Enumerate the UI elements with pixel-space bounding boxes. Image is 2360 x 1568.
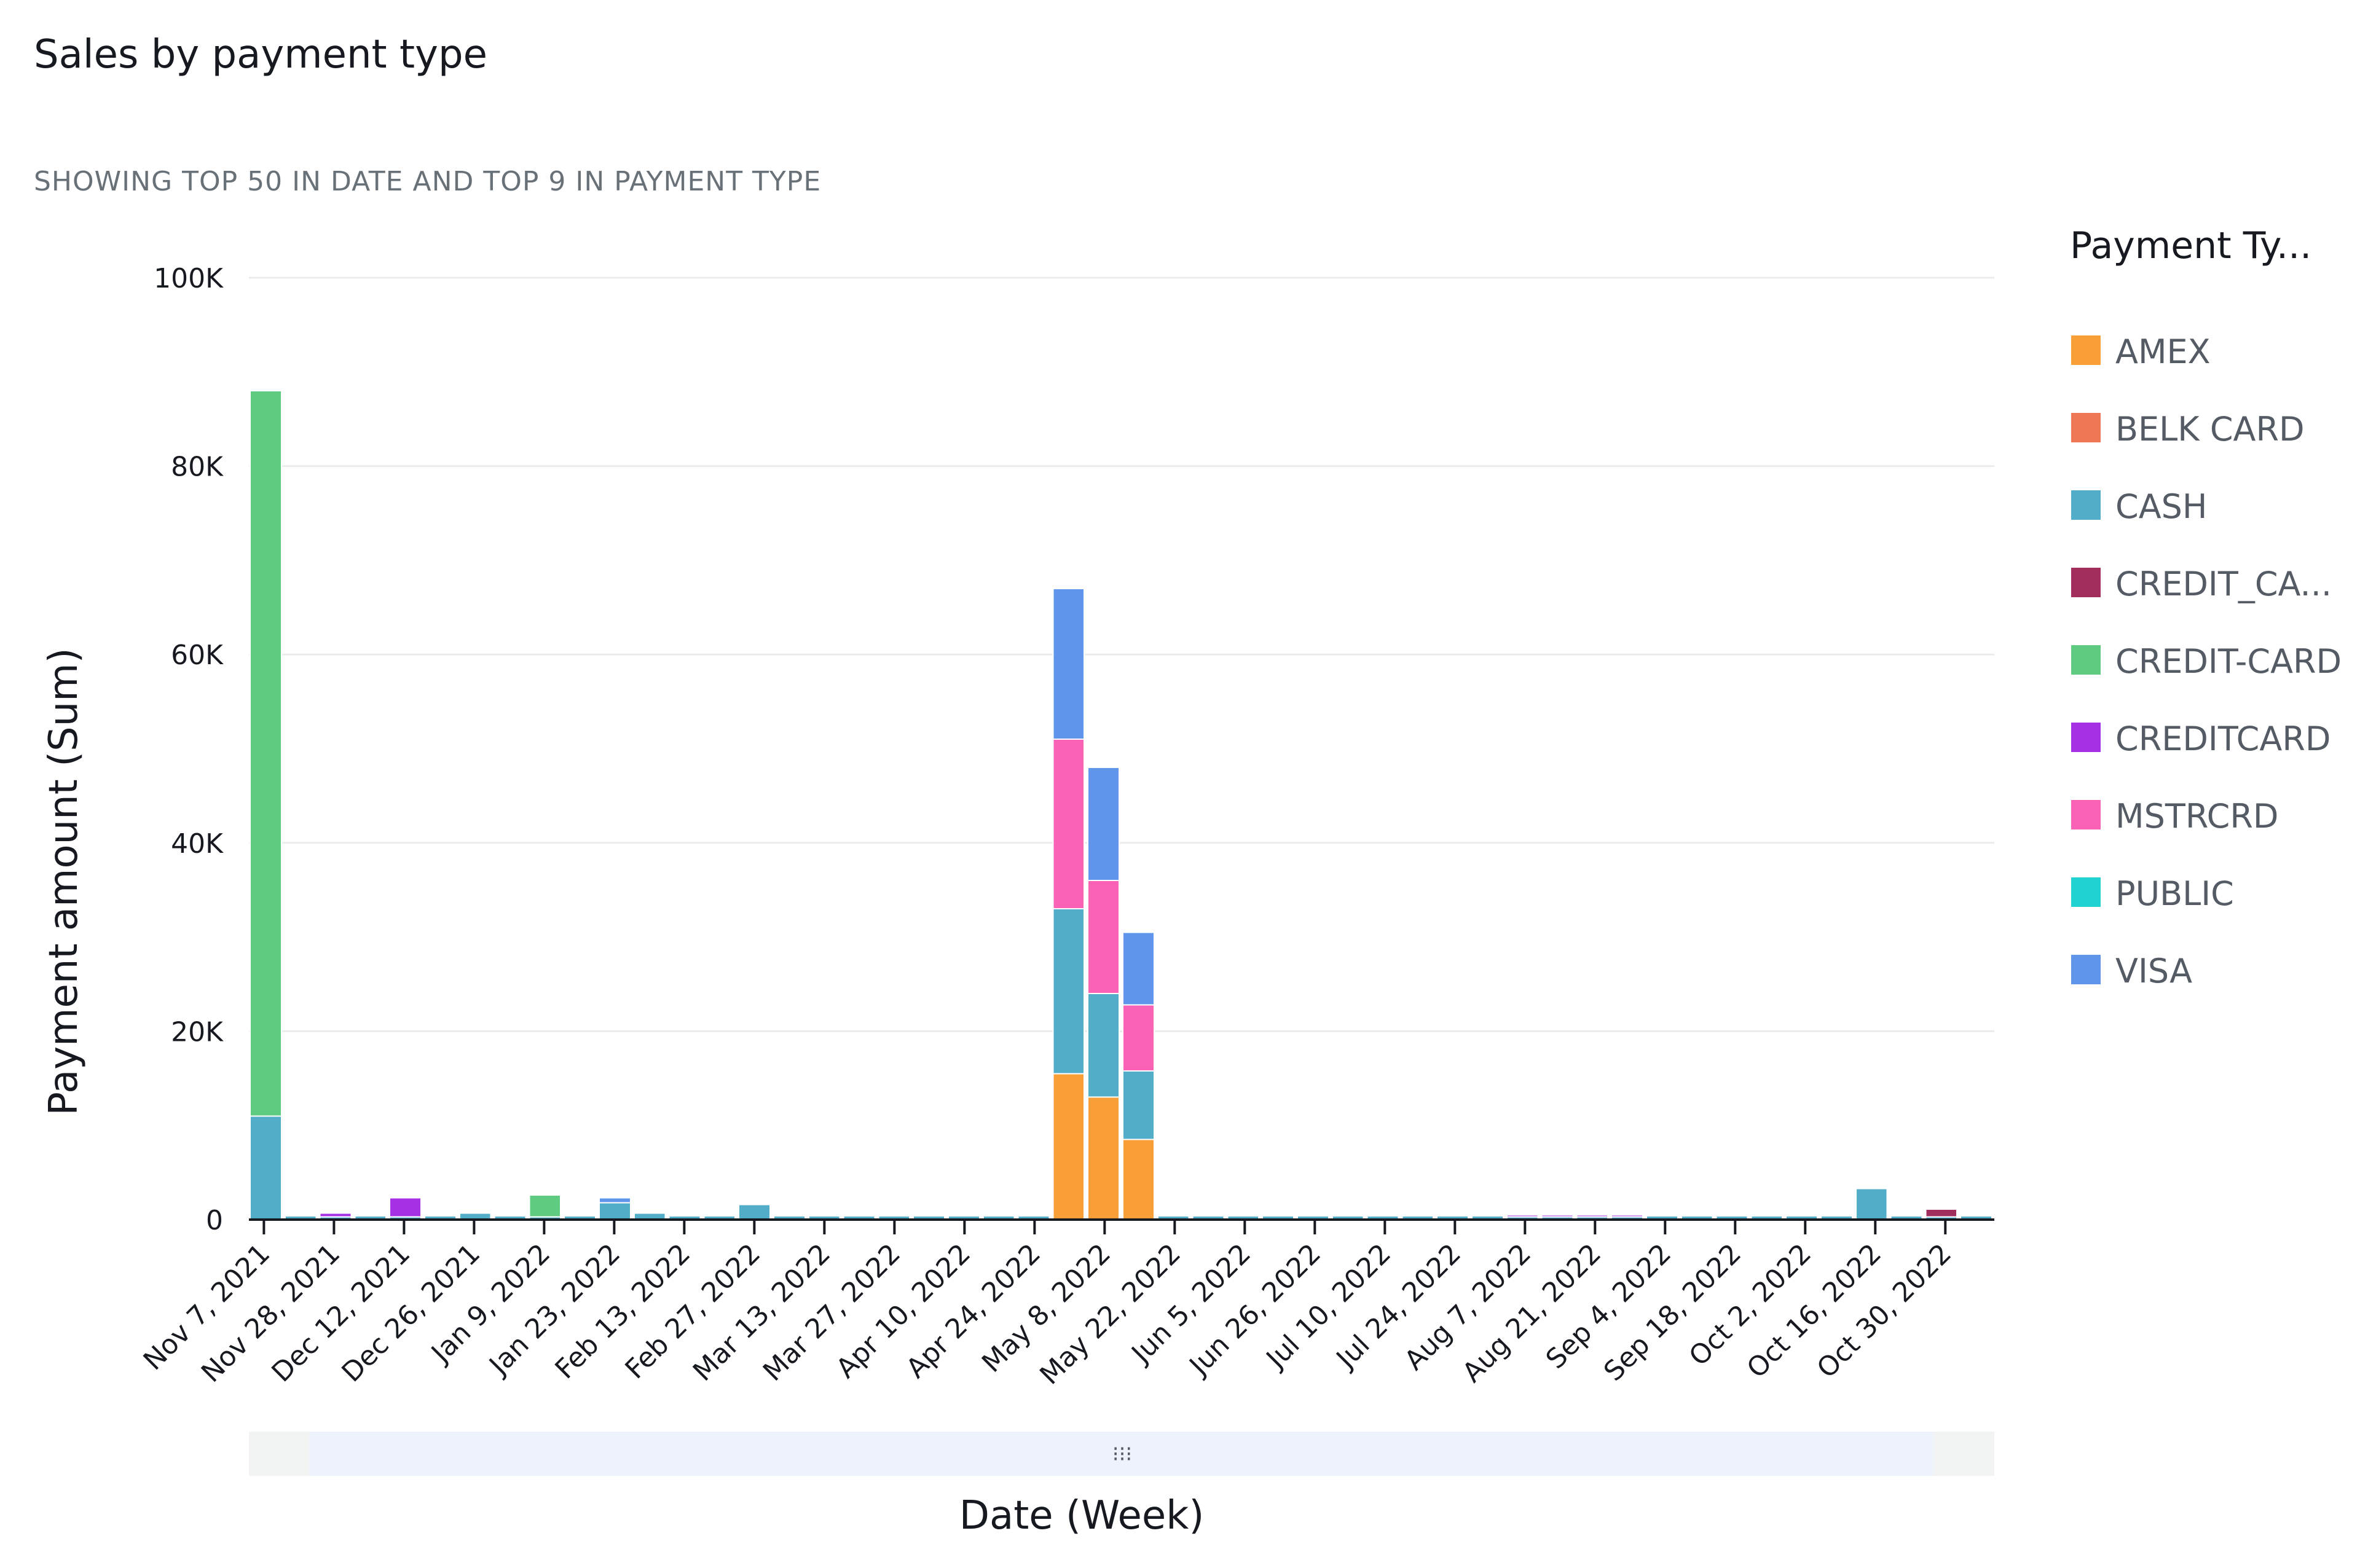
bar-segment[interactable] xyxy=(1052,739,1085,910)
bar-segment[interactable] xyxy=(1506,1214,1539,1218)
scrollbar-right-handle[interactable] xyxy=(1934,1432,1994,1476)
legend-label[interactable]: CASH xyxy=(2115,487,2208,526)
legend-title: Payment Ty... xyxy=(2070,224,2311,267)
legend-label[interactable]: CREDITCARD xyxy=(2115,719,2330,758)
bar-segment[interactable] xyxy=(599,1202,631,1221)
bar-segment[interactable] xyxy=(1122,1004,1155,1072)
legend[interactable]: AMEX BELK CARD CASH CREDIT_CA... CREDIT-CARD… xyxy=(2071,332,2342,990)
legend-label[interactable]: PUBLIC xyxy=(2115,874,2234,913)
legend-label[interactable]: BELK CARD xyxy=(2115,410,2305,449)
legend-swatch[interactable] xyxy=(2071,955,2101,984)
x-axis-title: Date (Week) xyxy=(959,1493,1205,1539)
y-tick-label: 60K xyxy=(171,640,224,671)
bar-segment[interactable] xyxy=(1087,1096,1120,1220)
bar-segment[interactable] xyxy=(1052,587,1085,740)
bar-segment[interactable] xyxy=(389,1197,422,1218)
bar-segment[interactable] xyxy=(599,1197,631,1204)
legend-swatch[interactable] xyxy=(2071,413,2101,442)
legend-label[interactable]: CREDIT_CA... xyxy=(2115,565,2332,603)
bar-segment[interactable] xyxy=(1541,1214,1574,1218)
legend-swatch[interactable] xyxy=(2071,490,2101,520)
range-scrollbar[interactable]: ⁝⁝⁝ xyxy=(249,1432,1994,1476)
bar-segment[interactable] xyxy=(1122,1139,1155,1220)
bar-segment[interactable] xyxy=(1855,1188,1888,1221)
axes xyxy=(249,1218,1994,1234)
bar-segment[interactable] xyxy=(1087,880,1120,995)
bar-segment[interactable] xyxy=(1122,1070,1155,1140)
y-tick-label: 100K xyxy=(154,263,224,294)
bar-segment[interactable] xyxy=(529,1194,562,1218)
legend-swatch[interactable] xyxy=(2071,723,2101,752)
bar-segment[interactable] xyxy=(1122,931,1155,1006)
x-tick-label: Oct 2, 2022 xyxy=(1683,1238,1818,1373)
y-tick-label: 80K xyxy=(171,452,224,483)
bar-segment[interactable] xyxy=(319,1212,352,1218)
legend-swatch[interactable] xyxy=(2071,800,2101,829)
legend-label[interactable]: AMEX xyxy=(2115,332,2211,371)
y-tick-label: 20K xyxy=(171,1016,224,1048)
legend-label[interactable]: VISA xyxy=(2115,952,2192,990)
bars[interactable] xyxy=(250,390,1992,1221)
bar-segment[interactable] xyxy=(250,1115,282,1220)
bar-segment[interactable] xyxy=(1087,767,1120,882)
y-axis-title: Payment amount (Sum) xyxy=(41,648,87,1115)
bar-segment[interactable] xyxy=(1052,1073,1085,1221)
scrollbar-left-handle[interactable] xyxy=(249,1432,309,1476)
bar-segment[interactable] xyxy=(1611,1214,1643,1218)
bar-segment[interactable] xyxy=(250,390,282,1117)
legend-label[interactable]: CREDIT-CARD xyxy=(2115,642,2342,681)
bar-segment[interactable] xyxy=(1052,908,1085,1075)
bar-segment[interactable] xyxy=(738,1204,771,1221)
legend-swatch[interactable] xyxy=(2071,877,2101,907)
gridlines xyxy=(249,276,1994,1032)
grip-icon[interactable]: ⁝⁝⁝ xyxy=(1112,1442,1132,1467)
y-tick-labels: 0 20K 40K 60K 80K 100K xyxy=(154,263,224,1236)
y-tick-label: 0 xyxy=(206,1205,223,1236)
chart-subtitle: SHOWING TOP 50 IN DATE AND TOP 9 IN PAYM… xyxy=(34,166,821,197)
legend-swatch[interactable] xyxy=(2071,568,2101,597)
legend-label[interactable]: MSTRCRD xyxy=(2115,797,2279,836)
bar-segment[interactable] xyxy=(1925,1209,1958,1218)
chart-title: Sales by payment type xyxy=(34,32,487,77)
bar-segment[interactable] xyxy=(1576,1214,1609,1218)
legend-swatch[interactable] xyxy=(2071,645,2101,675)
legend-swatch[interactable] xyxy=(2071,335,2101,365)
scrollbar-track[interactable] xyxy=(249,1432,1994,1476)
y-tick-label: 40K xyxy=(171,828,224,860)
bar-segment[interactable] xyxy=(1087,993,1120,1098)
